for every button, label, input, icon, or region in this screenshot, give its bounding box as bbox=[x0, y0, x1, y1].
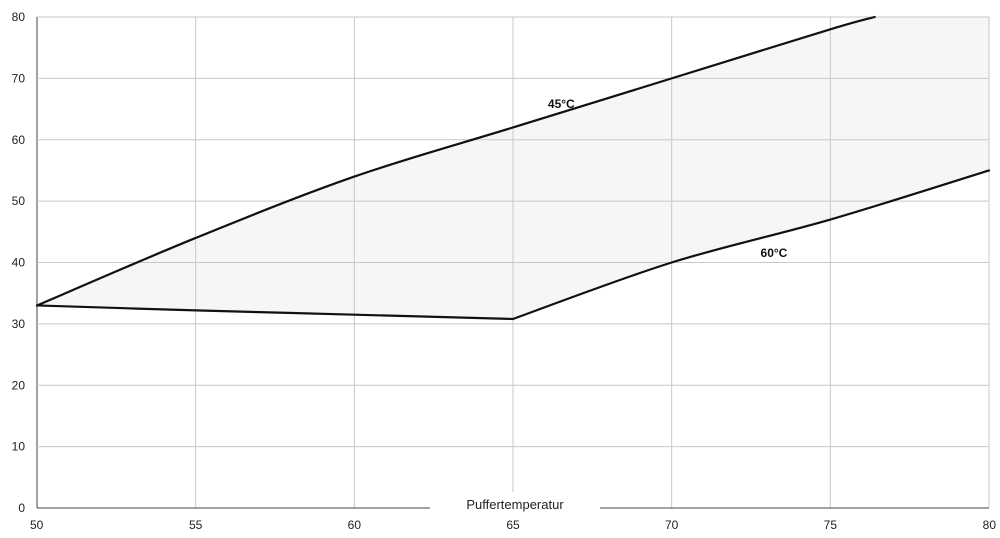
series-label-45c: 45°C bbox=[548, 97, 575, 111]
y-tick-label: 80 bbox=[12, 10, 26, 24]
x-tick-label: 50 bbox=[30, 518, 44, 532]
series-line-45c bbox=[35, 15, 876, 307]
y-tick-label: 10 bbox=[12, 440, 26, 454]
x-axis-title-background bbox=[430, 492, 600, 516]
series-group bbox=[35, 15, 991, 321]
x-tick-label: 65 bbox=[506, 518, 520, 532]
axis-title-group: Puffertemperatur bbox=[430, 492, 600, 516]
x-tick-label: 70 bbox=[665, 518, 679, 532]
y-tick-label: 60 bbox=[12, 133, 26, 147]
y-tick-label: 70 bbox=[12, 71, 26, 85]
x-tick-label: 60 bbox=[348, 518, 362, 532]
x-axis-title: Puffertemperatur bbox=[466, 497, 564, 512]
y-tick-label: 40 bbox=[12, 256, 26, 270]
series-labels-group: 45°C 60°C bbox=[548, 97, 788, 260]
grid-group bbox=[36, 16, 990, 509]
x-tick-label: 80 bbox=[983, 518, 997, 532]
y-tick-label: 0 bbox=[18, 501, 25, 515]
y-tick-label: 30 bbox=[12, 317, 26, 331]
series-line-60c bbox=[35, 169, 991, 321]
x-tick-label: 55 bbox=[189, 518, 203, 532]
x-tick-label: 75 bbox=[824, 518, 838, 532]
y-tick-label: 20 bbox=[12, 378, 26, 392]
tick-labels-group: 50 55 60 65 70 75 80 0 10 20 30 40 50 60 70 80 bbox=[12, 10, 997, 532]
y-tick-label: 50 bbox=[12, 194, 26, 208]
series-label-60c: 60°C bbox=[761, 246, 788, 260]
